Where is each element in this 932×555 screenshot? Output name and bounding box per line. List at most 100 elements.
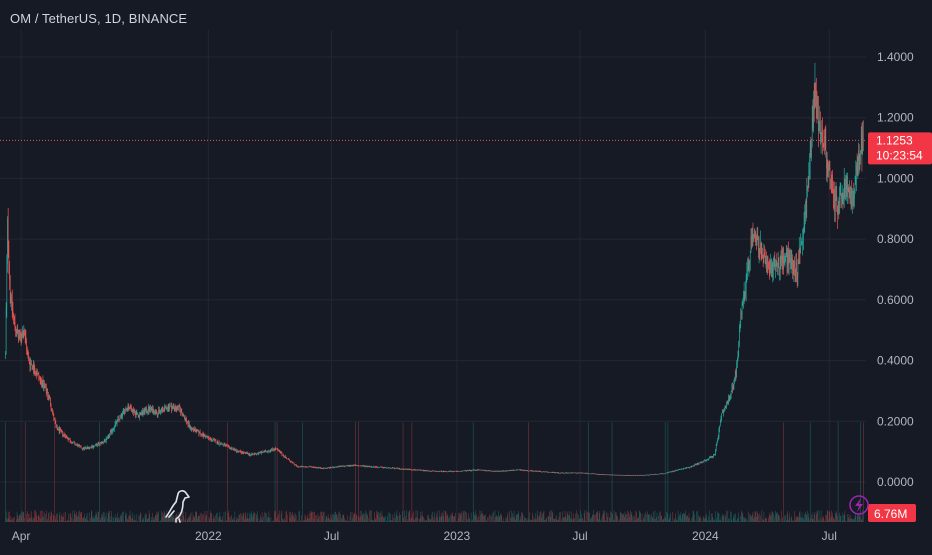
volume-bar	[69, 520, 70, 522]
volume-bar	[314, 512, 315, 522]
volume-bar	[299, 511, 300, 522]
candle-body	[203, 434, 204, 437]
candle-body	[851, 191, 852, 194]
volume-bar	[211, 513, 212, 522]
candle-body	[43, 385, 44, 387]
volume-bar	[199, 516, 200, 522]
candle-body	[823, 140, 824, 143]
volume-bar	[492, 513, 493, 522]
candle-body	[299, 467, 300, 468]
candle-body	[108, 436, 109, 438]
candle-body	[282, 455, 283, 456]
volume-bar	[24, 512, 25, 522]
candle-body	[604, 474, 605, 475]
volume-bar	[730, 521, 731, 522]
volume-bar	[692, 516, 693, 522]
volume-bar	[727, 521, 728, 522]
volume-bar	[217, 513, 218, 522]
candle-body	[434, 471, 435, 472]
candle-body	[812, 118, 813, 147]
candle-body	[371, 466, 372, 467]
volume-bar	[260, 519, 261, 522]
volume-bar	[844, 515, 845, 522]
volume-bar	[691, 518, 692, 522]
candle-body	[383, 468, 384, 469]
candle-body	[576, 473, 577, 474]
volume-bar	[526, 521, 527, 522]
candle-body	[377, 467, 378, 468]
candle-body	[342, 466, 343, 467]
candle-body	[177, 407, 178, 410]
candle-body	[538, 471, 539, 472]
volume-bar	[860, 517, 861, 522]
volume-bar	[755, 512, 756, 522]
volume-bar	[770, 516, 771, 522]
volume-bar	[546, 517, 547, 522]
volume-bar	[68, 521, 69, 522]
volume-bar	[496, 515, 497, 522]
volume-bar	[789, 517, 790, 522]
volume-bar	[358, 516, 359, 522]
volume-bar	[737, 518, 738, 522]
volume-bar	[753, 519, 754, 522]
candle-body	[178, 407, 179, 410]
candle-body	[839, 198, 840, 213]
volume-bar	[826, 515, 827, 522]
volume-bar	[235, 511, 236, 522]
candle-body	[578, 473, 579, 474]
candle-body	[378, 467, 379, 468]
candle-body	[698, 463, 699, 464]
candle-body	[264, 451, 265, 452]
candle-body	[227, 445, 228, 446]
candle-body	[739, 328, 740, 345]
volume-bar	[704, 518, 705, 522]
candle-body	[22, 332, 23, 337]
candle-body	[524, 470, 525, 471]
volume-bar	[336, 514, 337, 522]
volume-bar	[795, 520, 796, 522]
candle-body	[138, 414, 139, 415]
candle-body	[821, 132, 822, 134]
volume-bar	[835, 513, 836, 522]
candle-body	[39, 374, 40, 378]
volume-bar	[685, 511, 686, 522]
volume-bar	[680, 515, 681, 522]
volume-bar	[139, 516, 140, 522]
volume-bar	[406, 516, 407, 522]
candle-body	[592, 473, 593, 474]
volume-bar	[326, 516, 327, 522]
volume-bar	[438, 518, 439, 522]
candle-body	[723, 410, 724, 413]
candle-body	[339, 466, 340, 467]
candle-body	[323, 468, 324, 469]
candle-body	[540, 471, 541, 472]
candle-body	[666, 473, 667, 474]
lightning-icon[interactable]	[850, 496, 868, 514]
volume-bar	[431, 514, 432, 522]
candle-body	[551, 472, 552, 473]
candle-body	[716, 446, 717, 450]
volume-bar	[823, 519, 824, 522]
candle-body	[861, 136, 862, 151]
candle-body	[803, 233, 804, 241]
candle-body	[152, 408, 153, 409]
volume-bar	[598, 511, 599, 522]
candle-body	[489, 470, 490, 471]
candle-body	[171, 405, 172, 406]
volume-bar	[476, 514, 477, 522]
candle-body	[584, 473, 585, 474]
candle-body	[435, 471, 436, 472]
candle-body	[55, 420, 56, 423]
candle-body	[17, 330, 18, 334]
volume-bar	[689, 518, 690, 522]
candle-body	[736, 372, 737, 375]
volume-bar	[415, 518, 416, 522]
candle-body	[81, 446, 82, 448]
volume-bar	[853, 520, 854, 522]
candle-body	[356, 465, 357, 466]
candle-body	[731, 391, 732, 395]
candle-body	[250, 455, 251, 456]
volume-bar	[239, 514, 240, 522]
